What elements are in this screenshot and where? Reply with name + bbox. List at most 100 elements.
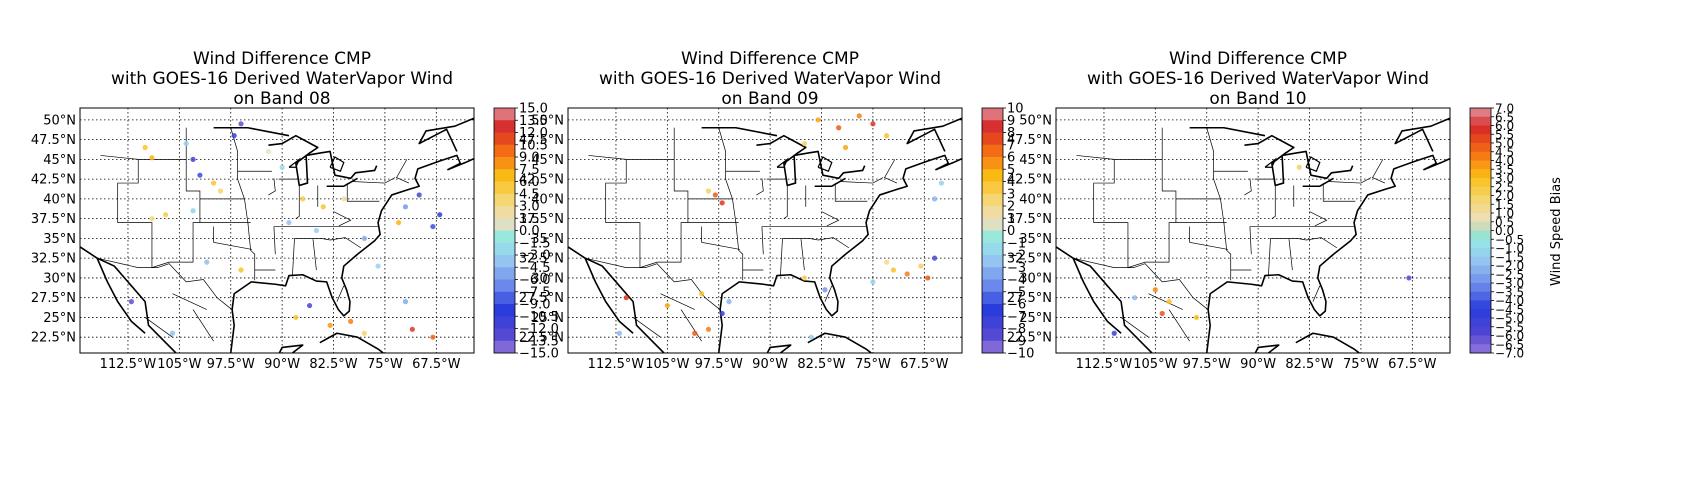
wind-difference-point	[238, 121, 244, 127]
colorbar-tick-label: 1	[1007, 212, 1015, 227]
wind-difference-point	[623, 295, 629, 301]
wind-difference-point	[931, 255, 938, 261]
lon-tick-label: 82.5°W	[797, 357, 845, 372]
coastline	[1056, 245, 1153, 353]
state-border	[1372, 159, 1386, 184]
lat-tick-label: 40°N	[1019, 192, 1052, 207]
colorbar-segment	[1470, 213, 1491, 223]
colorbar-tick-label: 0.0	[1495, 224, 1514, 238]
colorbar-segment	[494, 340, 515, 354]
state-border	[1309, 211, 1328, 227]
title-line: Wind Difference CMP	[681, 49, 859, 69]
title-line: on Band 08	[233, 89, 331, 109]
colorbar-tick-label: 1.5	[519, 212, 540, 227]
colorbar-segment	[982, 340, 1003, 354]
colorbar: 15.013.512.010.59.07.56.04.53.01.50.0−1.…	[493, 102, 559, 362]
colorbar-tick-label: 0	[1007, 224, 1015, 239]
map-layer	[1056, 108, 1450, 353]
lat-tick-label: 30°N	[43, 271, 76, 286]
colorbar-tick-label: 6.0	[519, 175, 540, 190]
wind-difference-point	[616, 330, 622, 336]
colorbar-tick-label: −9.0	[519, 298, 551, 313]
wind-difference-point	[320, 204, 326, 210]
lat-tick-label: 35°N	[1019, 232, 1052, 247]
state-border	[680, 309, 702, 342]
colorbar-segment	[982, 279, 1003, 293]
colorbar-segment	[494, 255, 515, 268]
colorbar-segment	[494, 120, 515, 133]
state-border	[1268, 238, 1271, 277]
colorbar-tick-label: −5.5	[1495, 320, 1524, 334]
wind-difference-point	[361, 235, 367, 242]
colorbar-segment	[982, 267, 1003, 280]
colorbar-tick-label: −7.0	[1495, 347, 1524, 361]
colorbar-segment	[982, 144, 1003, 158]
state-border	[1322, 183, 1356, 202]
wind-difference-point	[416, 192, 422, 198]
colorbar-segment	[494, 108, 515, 121]
colorbar-tick-label: 10	[1007, 102, 1024, 117]
state-border	[1328, 177, 1372, 184]
wind-difference-point	[149, 216, 155, 222]
state-border	[1168, 309, 1190, 342]
colorbar-tick-label: −1.0	[1495, 242, 1524, 256]
colorbar-tick-label: −4	[1007, 273, 1026, 288]
colorbar-tick-label: −1.5	[1495, 250, 1524, 264]
state-border	[780, 238, 783, 277]
colorbar-tick-label: 4.0	[1495, 154, 1514, 168]
coastline	[1072, 257, 1122, 334]
wind-difference-point	[870, 279, 876, 285]
state-border	[192, 309, 214, 342]
title-line: with GOES-16 Derived WaterVapor Wind	[1087, 69, 1429, 89]
state-border	[117, 127, 201, 269]
lat-tick-label: 32.5°N	[519, 252, 564, 267]
map-panel-band-08: Wind Difference CMP with GOES-16 Derived…	[0, 0, 560, 500]
colorbar-segment	[982, 242, 1003, 256]
colorbar-tick-label: −3.5	[1495, 285, 1524, 299]
state-border	[1093, 127, 1177, 269]
colorbar-tick-label: −1.5	[519, 236, 551, 251]
wind-difference-point	[190, 208, 196, 214]
colorbar-segment	[982, 291, 1003, 305]
wind-difference-point	[1406, 275, 1412, 281]
colorbar-segment	[1470, 230, 1491, 240]
wind-difference-point	[808, 334, 814, 340]
wind-difference-point	[822, 287, 828, 293]
wind-difference-point	[836, 125, 842, 131]
colorbar-segment	[982, 181, 1003, 195]
lat-tick-label: 22.5°N	[31, 331, 76, 346]
lat-tick-label: 27.5°N	[1007, 291, 1052, 306]
state-border	[295, 185, 300, 219]
lon-tick-label: 67.5°W	[900, 357, 948, 372]
state-border	[1120, 317, 1149, 338]
state-border	[840, 177, 884, 184]
colorbar-segment	[1470, 256, 1491, 266]
colorbar-tick-label: 5	[1007, 163, 1015, 178]
panel-title: Wind Difference CMP with GOES-16 Derived…	[998, 49, 1518, 109]
colorbar-tick-label: 0.5	[1495, 215, 1514, 229]
state-border	[821, 211, 840, 227]
colorbar-tick-label: 1.5	[1495, 198, 1514, 212]
state-border	[172, 293, 207, 310]
colorbar-tick-label: 15.0	[519, 102, 548, 117]
colorbar-segment	[1470, 309, 1491, 319]
wind-difference-point	[430, 223, 436, 230]
state-border	[632, 317, 661, 338]
state-border	[333, 211, 352, 227]
state-border	[1189, 226, 1229, 250]
lon-tick-label: 75°W	[855, 357, 891, 372]
wind-difference-point	[409, 326, 415, 332]
colorbar-segment	[1470, 344, 1491, 354]
state-border	[605, 127, 689, 269]
colorbar-tick-label: 5.0	[1495, 137, 1514, 151]
wind-difference-point	[238, 267, 244, 273]
wind-difference-point	[712, 192, 718, 198]
lat-tick-label: 27.5°N	[31, 291, 76, 306]
colorbar-tick-label: 7.5	[519, 163, 540, 178]
lat-tick-label: 47.5°N	[31, 133, 76, 148]
lon-tick-label: 105°W	[1133, 357, 1177, 372]
colorbar-segment	[1470, 178, 1491, 188]
state-border	[834, 183, 868, 202]
map-plot: 50°N 47.5°N 45°N 42.5°N 40°N 37.5°N 35°N 32.5°N…	[1007, 107, 1451, 372]
lon-tick-label: 112.5°W	[100, 357, 157, 372]
